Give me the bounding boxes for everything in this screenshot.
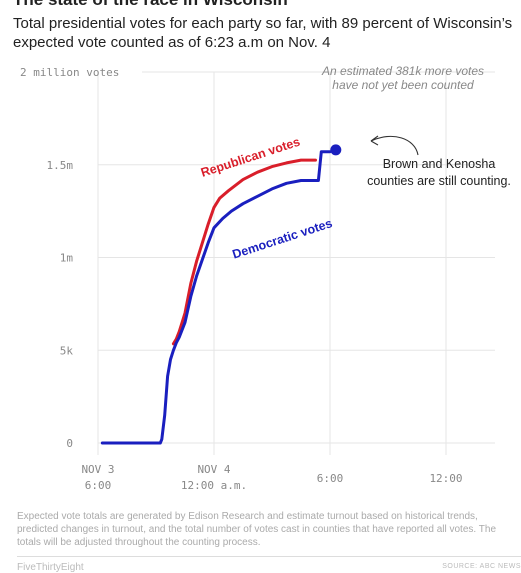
republican-line	[171, 158, 317, 346]
y-tick-label: 5k	[60, 344, 74, 357]
current-count-dot	[330, 144, 342, 156]
republican-series-label: Republican votes	[199, 135, 302, 180]
y-tick-label: 1.5m	[47, 159, 74, 172]
x-tick-label: NOV 3	[81, 463, 114, 476]
footnote: Expected vote totals are generated by Ed…	[17, 511, 496, 548]
annotation-arrow	[370, 135, 419, 156]
x-tick-label: 12:00 a.m.	[181, 479, 247, 492]
counting-note: Brown and Kenosha	[383, 157, 496, 171]
pending-votes-note: have not yet been counted	[332, 78, 474, 92]
source-credit: SOURCE: ABC NEWS	[442, 563, 521, 570]
counting-note: counties are still counting.	[367, 174, 511, 188]
chart-title: The state of the race in Wisconsin	[13, 0, 288, 10]
brand-name: FiveThirtyEight	[17, 562, 84, 573]
democratic-series-label: Democratic votes	[231, 216, 334, 262]
pending-votes-note: An estimated 381k more votes	[321, 64, 484, 78]
democratic-line	[100, 150, 332, 445]
chart-subtitle: Total presidential votes for each party …	[13, 15, 513, 51]
footer-divider	[17, 556, 521, 557]
y-tick-label: 2 million votes	[20, 66, 119, 79]
x-tick-label: 6:00	[85, 479, 112, 492]
annotation-arrowhead	[370, 135, 379, 146]
x-tick-label: 6:00	[317, 472, 344, 485]
x-tick-label: NOV 4	[197, 463, 230, 476]
y-tick-label: 0	[66, 437, 73, 450]
x-tick-label: 12:00	[429, 472, 462, 485]
election-chart: 0 5k 1m 1.5m 2 million votes NOV 3 6:00 NOV 4 12…	[20, 64, 511, 492]
y-tick-label: 1m	[60, 252, 74, 265]
